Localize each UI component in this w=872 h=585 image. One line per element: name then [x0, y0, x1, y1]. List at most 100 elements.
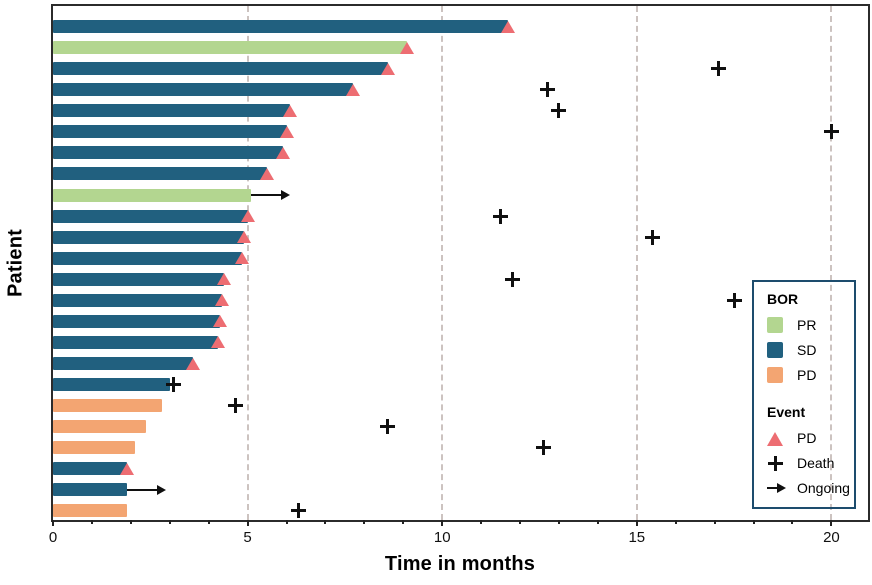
pd-triangle-marker — [211, 336, 226, 349]
swimmer-bar — [53, 41, 408, 55]
x-tick-label: 5 — [243, 529, 252, 546]
triangle-icon — [767, 430, 785, 446]
y-axis-title: Patient — [4, 228, 27, 298]
legend-item-pr: PR — [767, 312, 854, 337]
x-minor-tick — [285, 520, 288, 524]
plot-area — [53, 6, 868, 520]
legend-bor-title: BOR — [767, 291, 799, 307]
death-cross-v — [829, 124, 833, 140]
death-cross-v — [650, 229, 654, 245]
ongoing-arrow-head — [281, 190, 291, 201]
gridline — [635, 6, 638, 520]
x-minor-tick — [791, 520, 794, 524]
legend-item-death: Death — [767, 450, 854, 475]
swimmer-bar — [53, 483, 127, 497]
pd-triangle-marker — [236, 231, 251, 244]
x-major-tick — [635, 520, 638, 526]
death-cross-marker — [711, 61, 727, 77]
swimmer-bar — [53, 125, 287, 139]
death-cross-marker — [535, 440, 551, 456]
death-cross-v — [545, 82, 549, 98]
death-cross-marker — [539, 82, 555, 98]
x-minor-tick — [557, 520, 560, 524]
death-cross-v — [541, 440, 545, 456]
pd-triangle-marker — [213, 315, 228, 328]
swimmer-bar — [53, 83, 353, 97]
swimmer-bar — [53, 20, 509, 33]
death-cross-marker — [823, 124, 839, 140]
death-cross-v — [172, 377, 176, 393]
death-cross-v — [386, 419, 390, 435]
death-cross-glyph — [768, 455, 783, 471]
death-cross-marker — [504, 271, 520, 287]
pd-triangle-marker — [217, 273, 232, 286]
x-minor-tick — [402, 520, 405, 524]
legend-item-label: SD — [797, 341, 817, 358]
death-cross-v — [717, 61, 721, 77]
swimmer-bar — [53, 504, 127, 518]
x-tick-label: 0 — [48, 529, 58, 546]
legend-item-label: PR — [797, 316, 817, 333]
pd-triangle-glyph — [767, 431, 783, 446]
pd-triangle-marker — [279, 125, 294, 138]
swimmer-bar — [53, 357, 194, 371]
death-cross-v — [732, 292, 736, 308]
swimmer-bar — [53, 209, 248, 223]
swimmer-bar — [53, 462, 127, 476]
x-major-tick — [52, 520, 54, 526]
plus-icon — [767, 455, 785, 471]
legend-event-items: PD Death Ongoing — [767, 425, 854, 500]
x-major-tick — [441, 520, 444, 526]
pd-triangle-marker — [260, 167, 275, 180]
swimmer-bar — [53, 293, 223, 307]
pd-triangle-marker — [119, 462, 134, 475]
gridline — [441, 6, 444, 520]
x-tick-label: 15 — [628, 529, 646, 546]
legend-item-label: PD — [797, 429, 817, 446]
pd-triangle-marker — [234, 252, 249, 265]
ongoing-arrow-glyph-head — [777, 482, 786, 493]
pd-triangle-marker — [215, 294, 230, 307]
death-cross-marker — [644, 229, 660, 245]
sd-color-swatch — [767, 341, 783, 358]
pd-triangle-marker — [345, 83, 360, 96]
arrow-icon — [767, 480, 786, 496]
x-minor-tick — [480, 520, 483, 524]
pd-triangle-marker — [380, 62, 395, 75]
death-cross-marker — [380, 419, 396, 435]
x-axis-title: Time in months — [384, 553, 536, 575]
death-cross-marker — [493, 208, 509, 224]
pr-color-swatch — [767, 316, 783, 333]
death-cross-marker — [726, 292, 742, 308]
death-cross-marker — [166, 377, 182, 393]
x-minor-tick — [713, 520, 716, 524]
legend-item-pd: PD — [767, 362, 854, 387]
x-minor-tick — [90, 520, 93, 524]
pd-triangle-marker — [501, 20, 516, 33]
swimmer-bar — [53, 104, 291, 118]
x-minor-tick — [363, 520, 366, 524]
swimmer-bar — [53, 420, 147, 434]
swimmer-bar — [53, 188, 252, 202]
swimmer-bar — [53, 62, 388, 76]
death-cross-marker — [551, 103, 567, 119]
death-cross-v — [234, 398, 238, 414]
x-tick-label: 10 — [433, 529, 451, 546]
x-minor-tick — [168, 520, 171, 524]
pd-triangle-marker — [283, 104, 298, 117]
x-major-tick — [246, 520, 249, 526]
swimmer-bar — [53, 335, 219, 349]
x-minor-tick — [519, 520, 522, 524]
x-major-tick — [830, 520, 833, 526]
swimmer-bar — [53, 146, 283, 160]
ongoing-arrow-head — [156, 484, 166, 495]
legend-item-label: PD — [797, 366, 817, 383]
death-cross-v — [296, 503, 300, 519]
legend-item-sd: SD — [767, 337, 854, 362]
x-minor-tick — [752, 520, 755, 524]
swimmer-bar — [53, 314, 221, 328]
pd-triangle-marker — [275, 146, 290, 159]
swimmer-bar — [53, 378, 170, 392]
swimmer-bar — [53, 251, 242, 265]
x-minor-tick — [596, 520, 599, 524]
